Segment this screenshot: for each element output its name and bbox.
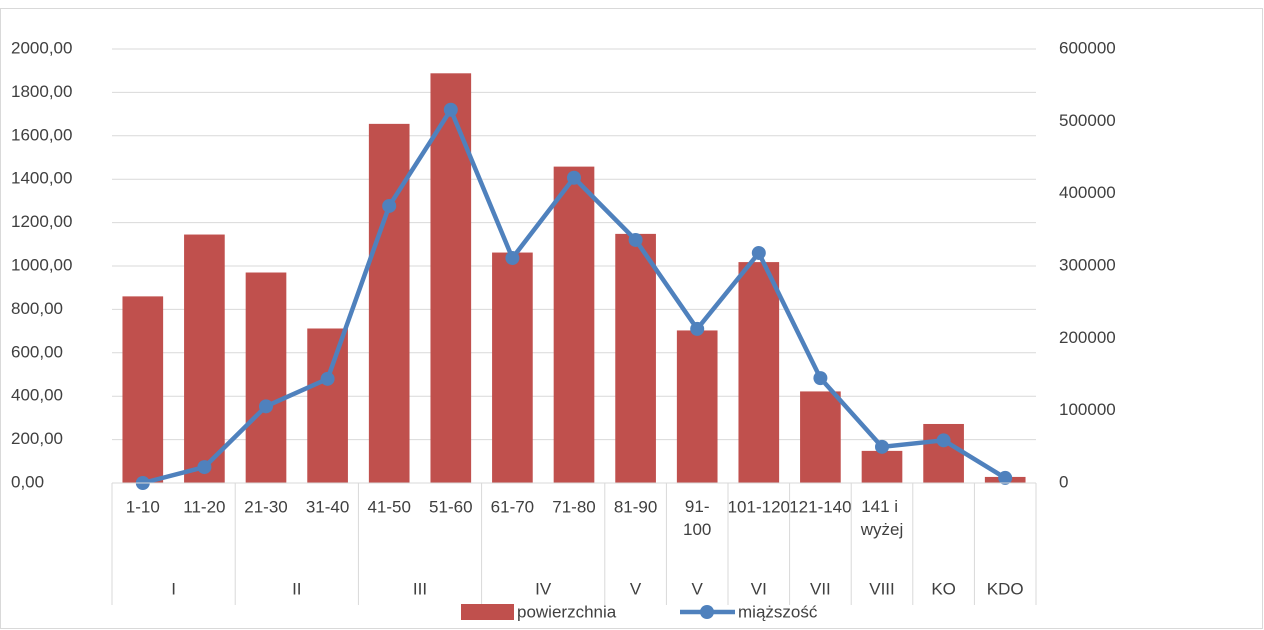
x-tick-label: 71-80 <box>552 497 595 516</box>
line-point <box>628 232 643 247</box>
line-point <box>443 102 458 117</box>
group-label: VIII <box>869 579 895 598</box>
x-tick-label: 121-140 <box>789 497 851 516</box>
bar <box>307 328 348 483</box>
group-label: II <box>292 579 301 598</box>
y-tick-label: 2000,00 <box>11 38 72 57</box>
x-tick-label: 41-50 <box>367 497 410 516</box>
y2-tick-label: 500000 <box>1059 111 1116 130</box>
group-label: I <box>171 579 176 598</box>
legend-swatch <box>700 605 714 619</box>
group-label: III <box>413 579 427 598</box>
y-tick-label: 400,00 <box>11 386 63 405</box>
group-label: VII <box>810 579 831 598</box>
y-tick-label: 1400,00 <box>11 169 72 188</box>
y-tick-label: 800,00 <box>11 299 63 318</box>
y-tick-label: 1200,00 <box>11 212 72 231</box>
bar <box>184 234 225 483</box>
group-label: V <box>630 579 642 598</box>
line-point <box>567 170 581 185</box>
x-tick-label: 141 i wyżej <box>860 497 904 539</box>
x-tick-label: 91-100 <box>683 497 711 539</box>
x-tick-label: 21-30 <box>244 497 287 516</box>
bar <box>245 272 287 483</box>
line-point <box>320 371 335 386</box>
line-point <box>936 433 951 448</box>
bar <box>861 450 903 483</box>
y2-tick-label: 300000 <box>1059 255 1116 274</box>
x-tick-label: 81-90 <box>614 497 657 516</box>
x-tick-label: 11-20 <box>183 497 225 516</box>
y2-tick-label: 200000 <box>1059 328 1116 347</box>
line-point <box>998 470 1013 485</box>
y2-tick-label: 100000 <box>1059 400 1116 419</box>
bar <box>368 123 410 484</box>
bar <box>738 262 780 483</box>
y-tick-label: 1800,00 <box>11 82 72 101</box>
line-point <box>505 251 520 266</box>
group-label: IV <box>535 579 552 598</box>
y-tick-label: 0,00 <box>11 472 44 491</box>
bar <box>122 296 164 483</box>
line-point <box>875 439 889 454</box>
x-tick-label: 51-60 <box>429 497 472 516</box>
bar <box>553 166 595 483</box>
y2-tick-label: 0 <box>1059 472 1068 491</box>
x-tick-label: 1-10 <box>126 497 160 516</box>
x-tick-label: 101-120 <box>728 497 790 516</box>
y-tick-label: 200,00 <box>11 429 63 448</box>
group-label: KO <box>931 579 956 598</box>
line-point <box>382 198 397 213</box>
line-point <box>197 460 212 475</box>
group-label: KDO <box>987 579 1024 598</box>
line-point <box>690 321 705 336</box>
y2-tick-label: 400000 <box>1059 183 1116 202</box>
legend-swatch <box>461 604 514 620</box>
group-label: VI <box>751 579 767 598</box>
legend-label: miąższość <box>738 602 818 621</box>
bar <box>923 423 964 483</box>
line-point <box>751 245 766 260</box>
x-tick-label: 31-40 <box>306 497 349 516</box>
line-point <box>813 371 828 386</box>
y-tick-label: 1600,00 <box>11 125 72 144</box>
y-tick-label: 1000,00 <box>11 255 72 274</box>
line-point <box>259 399 273 414</box>
group-label: V <box>692 579 704 598</box>
y-tick-label: 600,00 <box>11 342 63 361</box>
legend-label: powierzchnia <box>517 602 617 621</box>
bar <box>615 233 656 483</box>
bar <box>800 391 841 483</box>
y2-tick-label: 600000 <box>1059 38 1116 57</box>
bar <box>676 330 718 483</box>
x-tick-label: 61-70 <box>491 497 534 516</box>
bar <box>492 252 533 483</box>
